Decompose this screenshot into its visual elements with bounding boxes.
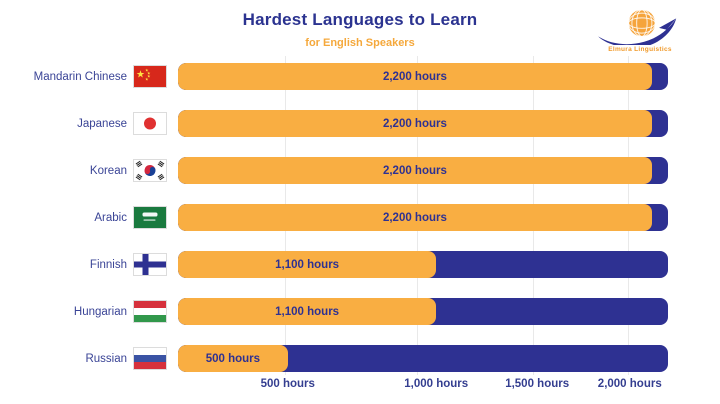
bar-fill: 2,200 hours (178, 204, 652, 231)
chart-subtitle: for English Speakers (305, 37, 415, 49)
russia-flag-icon (133, 347, 167, 370)
row-korean: Korean (0, 147, 720, 194)
brand-logo: Elmura Linguistics (585, 5, 695, 53)
bar-fill: 500 hours (178, 345, 288, 372)
row-mandarin-chinese: Mandarin Chinese ★ ★ ★ ★ ★ 2,200 hours (0, 53, 720, 100)
x-tick-500: 500 hours (260, 378, 315, 390)
bar-value-label: 2,200 hours (382, 164, 447, 177)
category-label: Finnish (89, 258, 127, 271)
row-arabic: Arabic 2,200 hours (0, 194, 720, 241)
category-label: Korean (89, 164, 127, 177)
bar-track: 1,100 hours (178, 298, 668, 325)
bar-fill: 2,200 hours (178, 157, 652, 184)
bar-track: 2,200 hours (178, 204, 668, 231)
south-korea-flag-icon (133, 159, 167, 182)
bar-fill: 1,100 hours (178, 251, 437, 278)
globe-swoosh-icon (585, 5, 695, 45)
bar-track: 2,200 hours (178, 110, 668, 137)
category-label: Arabic (94, 211, 127, 224)
chart-title: Hardest Languages to Learn (242, 10, 478, 29)
bar-track: 2,200 hours (178, 157, 668, 184)
bar-value-label: 500 hours (205, 352, 261, 365)
bar-rows: Mandarin Chinese ★ ★ ★ ★ ★ 2,200 hours J… (0, 53, 720, 382)
brand-name: Elmura Linguistics (608, 46, 672, 53)
bar-value-label: 2,200 hours (382, 117, 447, 130)
x-tick-1000: 1,000 hours (404, 378, 469, 390)
bar-value-label: 1,100 hours (275, 305, 340, 318)
svg-text:★: ★ (147, 74, 151, 79)
row-russian: Russian 500 hours (0, 335, 720, 382)
bar-fill: 1,100 hours (178, 298, 437, 325)
svg-text:★: ★ (136, 70, 145, 81)
bar-track: 1,100 hours (178, 251, 668, 278)
bar-value-label: 2,200 hours (382, 211, 447, 224)
bar-track: 500 hours (178, 345, 668, 372)
bar-track: 2,200 hours (178, 63, 668, 90)
svg-text:★: ★ (145, 68, 149, 73)
category-label: Russian (85, 352, 127, 365)
category-label: Japanese (77, 117, 127, 130)
finland-flag-icon (133, 253, 167, 276)
bar-value-label: 2,200 hours (382, 70, 447, 83)
saudi-arabia-flag-icon (133, 206, 167, 229)
bar-fill: 2,200 hours (178, 110, 652, 137)
svg-text:★: ★ (147, 71, 151, 76)
x-tick-1500: 1,500 hours (505, 378, 570, 390)
chart-header: Hardest Languages to Learn for English S… (0, 10, 720, 49)
japan-flag-icon (133, 112, 167, 135)
bar-fill: 2,200 hours (178, 63, 652, 90)
category-label: Mandarin Chinese (33, 70, 127, 83)
china-flag-icon: ★ ★ ★ ★ ★ (133, 65, 167, 88)
row-japanese: Japanese 2,200 hours (0, 100, 720, 147)
bar-value-label: 1,100 hours (275, 258, 340, 271)
svg-text:★: ★ (145, 77, 149, 82)
hungary-flag-icon (133, 300, 167, 323)
category-label: Hungarian (73, 305, 127, 318)
row-hungarian: Hungarian 1,100 hours (0, 288, 720, 335)
row-finnish: Finnish 1,100 hours (0, 241, 720, 288)
x-tick-2000: 2,000 hours (597, 378, 662, 390)
